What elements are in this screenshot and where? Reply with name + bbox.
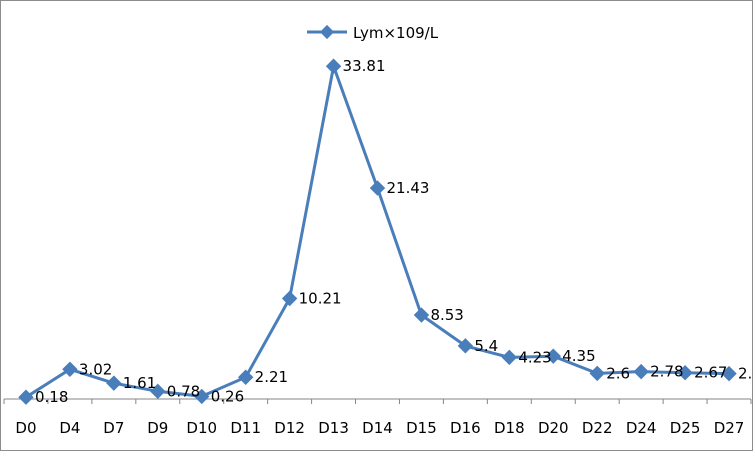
- x-tick-label: D4: [59, 419, 80, 437]
- data-point-marker: [325, 58, 342, 74]
- data-label: 2.58: [738, 365, 752, 383]
- x-tick-label: D18: [494, 419, 525, 437]
- data-label: 0.18: [35, 388, 68, 406]
- series-line: [25, 64, 730, 399]
- data-point-marker: [18, 389, 34, 405]
- data-label: 0.26: [211, 387, 244, 405]
- x-tick-label: D10: [186, 419, 217, 437]
- data-label: 2.78: [650, 363, 683, 381]
- data-label: 2.67: [694, 364, 727, 382]
- x-tick-label: D0: [15, 419, 36, 437]
- data-label: 10.21: [299, 290, 342, 308]
- data-label: 21.43: [387, 179, 430, 197]
- x-tick-label: D24: [626, 419, 657, 437]
- x-tick-label: D25: [670, 419, 701, 437]
- data-point-marker: [545, 348, 561, 364]
- data-label: 2.21: [255, 368, 288, 386]
- data-labels: 0.18 3.02 1.61 0.78 0.26 2.21 10.21 33.81 21.43 8…: [35, 57, 752, 406]
- x-tick-label: D16: [450, 419, 481, 437]
- data-point-marker: [106, 375, 122, 391]
- data-point-marker: [150, 383, 166, 400]
- data-label: 5.4: [474, 337, 498, 355]
- data-label: 1.61: [123, 374, 156, 392]
- x-tick-label: D14: [362, 419, 393, 437]
- x-tick-label: D27: [714, 419, 745, 437]
- data-label: 3.02: [79, 360, 112, 378]
- legend: Lym×109/L: [307, 24, 439, 42]
- data-label: 2.6: [606, 364, 630, 382]
- data-point-marker: [457, 338, 474, 354]
- data-point-marker: [413, 307, 430, 323]
- data-point-marker: [369, 180, 386, 196]
- data-label: 4.23: [518, 348, 551, 366]
- data-point-marker: [589, 365, 605, 382]
- x-tick-label: D20: [538, 419, 569, 437]
- data-point-marker: [194, 388, 210, 405]
- legend-marker-swatch: [319, 24, 335, 40]
- data-point-marker: [721, 365, 737, 382]
- x-tick-label: D15: [406, 419, 437, 437]
- x-tick-label: D12: [274, 419, 305, 437]
- data-point-marker: [281, 290, 298, 307]
- data-point-marker: [237, 369, 254, 385]
- x-tick-label: D22: [582, 419, 613, 437]
- x-tick-label: D9: [147, 419, 168, 437]
- legend-label: Lym×109/L: [353, 24, 439, 42]
- x-tick-label: D7: [103, 419, 124, 437]
- x-axis-ticks: [3, 399, 752, 404]
- data-point-marker: [633, 363, 649, 380]
- data-point-marker: [62, 361, 78, 377]
- data-point-marker: [677, 365, 693, 381]
- x-tick-label: D13: [318, 419, 349, 437]
- data-label: 33.81: [343, 57, 386, 75]
- data-label: 8.53: [430, 306, 463, 324]
- data-point-marker: [501, 349, 518, 366]
- series-markers: [18, 58, 737, 405]
- x-tick-label: D11: [230, 419, 261, 437]
- x-axis-tick-labels: D0 D4 D7 D9 D10 D11 D12 D13 D14 D15 D16 D18 D20 D22 D2…: [15, 419, 744, 437]
- data-label: 4.35: [562, 347, 595, 365]
- data-label: 0.78: [167, 382, 200, 400]
